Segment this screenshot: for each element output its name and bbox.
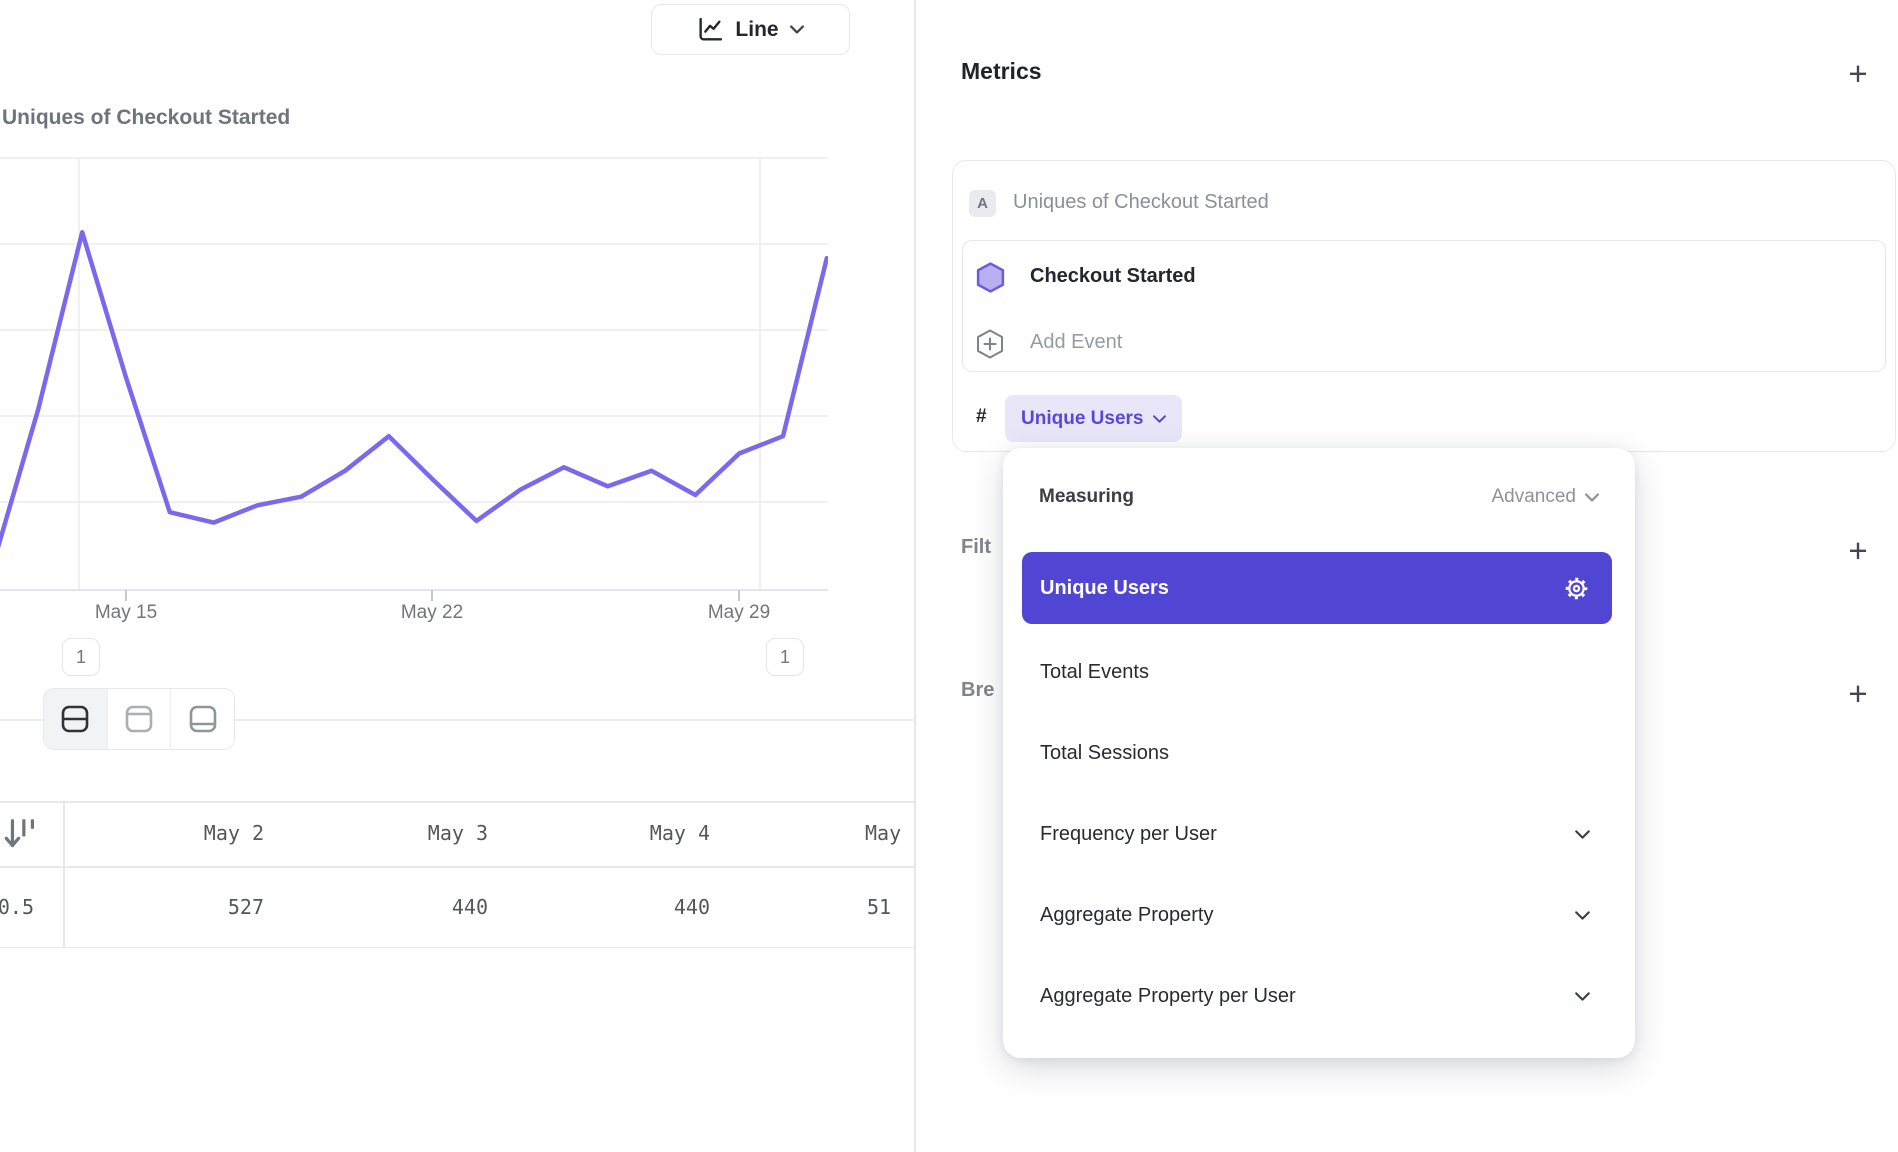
add-metric-button[interactable]: + <box>1848 54 1868 92</box>
option-label: Total Sessions <box>1040 742 1169 764</box>
split-view-icon <box>59 704 91 734</box>
line-chart[interactable] <box>0 150 828 620</box>
option-total-events[interactable]: Total Events <box>1022 632 1612 713</box>
column-header[interactable]: May 4 <box>649 821 710 845</box>
layout-table-only-button[interactable] <box>171 689 234 749</box>
option-frequency-per-user[interactable]: Frequency per User <box>1022 794 1612 875</box>
layout-toggle-group <box>43 688 235 750</box>
add-event-label[interactable]: Add Event <box>1030 331 1123 353</box>
data-series-line <box>0 230 828 549</box>
dropdown-header-label: Measuring <box>1039 486 1135 507</box>
gear-icon[interactable] <box>1563 575 1590 602</box>
metric-series-name[interactable]: Uniques of Checkout Started <box>1013 191 1269 213</box>
option-total-sessions[interactable]: Total Sessions <box>1022 713 1612 794</box>
chevron-down-icon <box>1575 830 1590 839</box>
breakdowns-section-title: Bre <box>961 679 995 701</box>
table-cell: 440 <box>451 895 488 919</box>
layout-chart-only-button[interactable] <box>108 689 172 749</box>
filters-section-title: Filt <box>961 536 991 558</box>
line-chart-icon <box>697 16 724 43</box>
measure-selector[interactable]: Unique Users <box>1005 395 1183 442</box>
advanced-mode-label: Advanced <box>1491 486 1576 507</box>
table-cell: 527 <box>227 895 264 919</box>
count-prefix: # <box>976 406 987 427</box>
option-label: Unique Users <box>1040 576 1169 599</box>
column-header[interactable]: May 2 <box>203 821 264 845</box>
annotation-badge[interactable]: 1 <box>62 638 100 676</box>
event-box <box>962 240 1886 372</box>
annotation-badge[interactable]: 1 <box>766 638 804 676</box>
chevron-down-icon <box>1585 492 1599 502</box>
sort-descending-icon[interactable] <box>3 816 39 859</box>
top-bar-view-icon <box>123 704 155 734</box>
measure-selector-label: Unique Users <box>1021 407 1144 429</box>
chevron-down-icon <box>789 25 804 34</box>
metrics-section-title: Metrics <box>961 58 1042 84</box>
table-cell: 51 <box>867 895 892 919</box>
chevron-down-icon <box>1153 414 1167 423</box>
add-breakdown-button[interactable]: + <box>1848 674 1868 712</box>
advanced-mode-toggle[interactable]: Advanced <box>1491 486 1599 508</box>
chevron-down-icon <box>1575 992 1590 1001</box>
table-cell: 440 <box>673 895 710 919</box>
results-table[interactable]: May 2 May 3 May 4 May 0.5 527 440 440 51 <box>0 801 914 948</box>
event-name[interactable]: Checkout Started <box>1030 265 1196 287</box>
option-label: Frequency per User <box>1040 823 1217 845</box>
section-divider <box>0 719 914 721</box>
chart-type-dropdown[interactable]: Line <box>651 4 850 55</box>
column-header[interactable]: May <box>865 821 902 845</box>
option-label: Total Events <box>1040 661 1149 683</box>
option-aggregate-property-per-user[interactable]: Aggregate Property per User <box>1022 956 1612 1037</box>
measuring-dropdown: Measuring Advanced Unique Users Total Ev… <box>1003 448 1635 1058</box>
add-event-icon[interactable] <box>976 329 1004 364</box>
layout-split-view-button[interactable] <box>44 689 108 749</box>
x-axis-ticks <box>125 590 740 601</box>
panel-divider <box>914 0 916 1152</box>
column-header[interactable]: May 3 <box>427 821 488 845</box>
option-unique-users[interactable]: Unique Users <box>1022 552 1612 624</box>
x-tick-label: May 29 <box>707 602 771 623</box>
option-label: Aggregate Property <box>1040 904 1214 926</box>
add-filter-button[interactable]: + <box>1848 531 1868 569</box>
series-letter-badge: A <box>969 190 996 217</box>
table-cell: 0.5 <box>0 895 34 919</box>
option-aggregate-property[interactable]: Aggregate Property <box>1022 875 1612 956</box>
bottom-bar-view-icon <box>187 704 219 734</box>
chevron-down-icon <box>1575 911 1590 920</box>
option-label: Aggregate Property per User <box>1040 985 1296 1007</box>
event-hexagon-icon <box>976 262 1005 298</box>
chart-type-label: Line <box>735 17 779 41</box>
x-tick-label: May 15 <box>94 602 158 623</box>
x-tick-label: May 22 <box>400 602 464 623</box>
chart-title: Uniques of Checkout Started <box>2 106 291 129</box>
